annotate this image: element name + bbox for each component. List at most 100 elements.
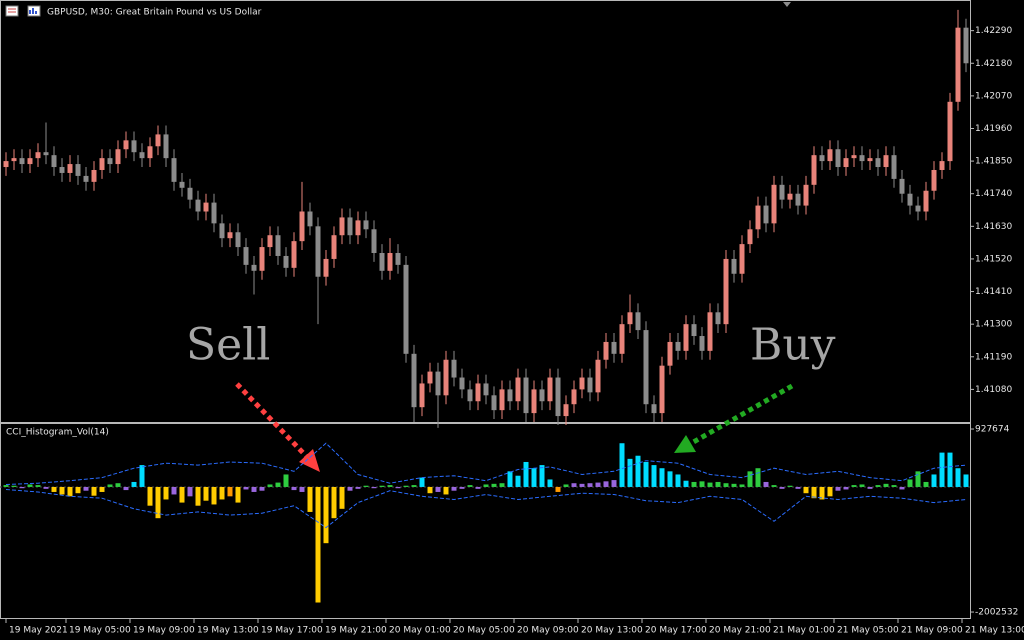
candle-body [859,155,865,162]
histogram-bar [171,486,177,495]
histogram-bar [123,486,129,491]
histogram-bar [179,486,185,503]
histogram-bar [307,486,313,512]
histogram-bar [867,486,873,489]
histogram-bar [571,483,577,487]
candle-body [19,158,25,165]
histogram-bar [963,474,969,487]
candle-body [299,211,305,242]
histogram-bar [715,481,721,487]
candle-body [595,359,601,393]
histogram-bar [851,485,857,487]
candle-body [947,101,953,162]
candle-body [267,235,273,248]
y-tick-label: 1.41410 [975,287,1012,297]
candle-body [491,395,497,411]
candle-body [419,383,425,408]
candle-body [443,359,449,396]
candle-body [939,161,945,170]
candle-body [435,371,441,396]
candle-body [451,359,457,378]
candle-body [851,155,857,159]
x-tick-label: 20 May 09:00 [517,626,579,636]
histogram-bar [603,481,609,487]
histogram-bar [35,485,41,487]
x-tick-label: 20 May 21:00 [709,626,771,636]
histogram-bar [843,486,849,490]
histogram-bar [635,455,641,487]
histogram-bar [523,461,529,487]
candle-body [883,155,889,168]
candle-body [155,134,161,147]
candle-body [963,27,969,64]
candle-body [931,169,937,191]
histogram-bar [803,486,809,494]
histogram-bar [691,481,697,487]
histogram-bar [235,486,241,503]
candle-body [747,229,753,245]
candle-body [315,226,321,277]
histogram-bar [659,468,665,487]
histogram-bar [819,486,825,500]
candle-body [83,175,89,182]
candle-body [611,341,617,354]
candle-body [499,389,505,411]
histogram-bar [595,482,601,487]
histogram-bar [787,485,793,487]
histogram-bar [275,482,281,487]
histogram-bar [771,485,777,487]
histogram-bar [243,486,249,490]
candle-body [891,155,897,179]
candle-body [371,229,377,254]
candle-body [275,235,281,256]
x-tick-label: 19 May 21:00 [325,626,387,636]
histogram-bar [259,486,265,491]
candle-body [955,27,961,102]
x-tick-label: 21 May 09:00 [901,626,963,636]
candle-body [699,336,705,351]
histogram-bar [667,471,673,487]
candle-body [587,377,593,393]
histogram-bar [227,486,233,497]
histogram-bar [379,485,385,487]
candle-body [707,312,713,351]
histogram-bar [755,468,761,487]
histogram-bar [411,485,417,487]
shift-marker[interactable] [783,2,791,7]
candle-body [459,377,465,390]
histogram-bar [435,486,441,492]
candle-body [179,181,185,188]
histogram-bar [339,486,345,509]
histogram-bar [539,465,545,487]
candle-body [307,211,313,227]
candle-body [259,247,265,271]
candle-body [819,155,825,162]
candle-body [59,167,65,173]
histogram-bar [859,484,865,487]
candle-body [291,241,297,268]
y-tick-label: 1.41300 [975,320,1012,330]
candle-body [915,205,921,212]
histogram-bar [219,486,225,500]
sell-annotation: Sell [186,320,270,371]
candle-body [867,158,873,162]
histogram-bar [939,452,945,487]
histogram-bar [651,465,657,487]
x-tick-label: 21 May 13:00 [965,626,1024,636]
indicator-pane-frame [0,423,971,619]
histogram-bar [291,486,297,491]
histogram-bar [3,485,9,487]
candle-body [731,258,737,274]
histogram-bar [19,486,25,489]
histogram-bar [531,468,537,487]
candle-body [379,253,385,271]
histogram-bar [587,483,593,487]
histogram-bar [883,483,889,487]
histogram-bar [547,479,553,487]
histogram-bar [27,484,33,487]
candle-body [99,158,105,170]
x-tick-label: 19 May 09:00 [133,626,195,636]
chart-icon[interactable] [5,5,19,17]
histogram-bar [499,483,505,487]
histogram-bar [611,480,617,487]
